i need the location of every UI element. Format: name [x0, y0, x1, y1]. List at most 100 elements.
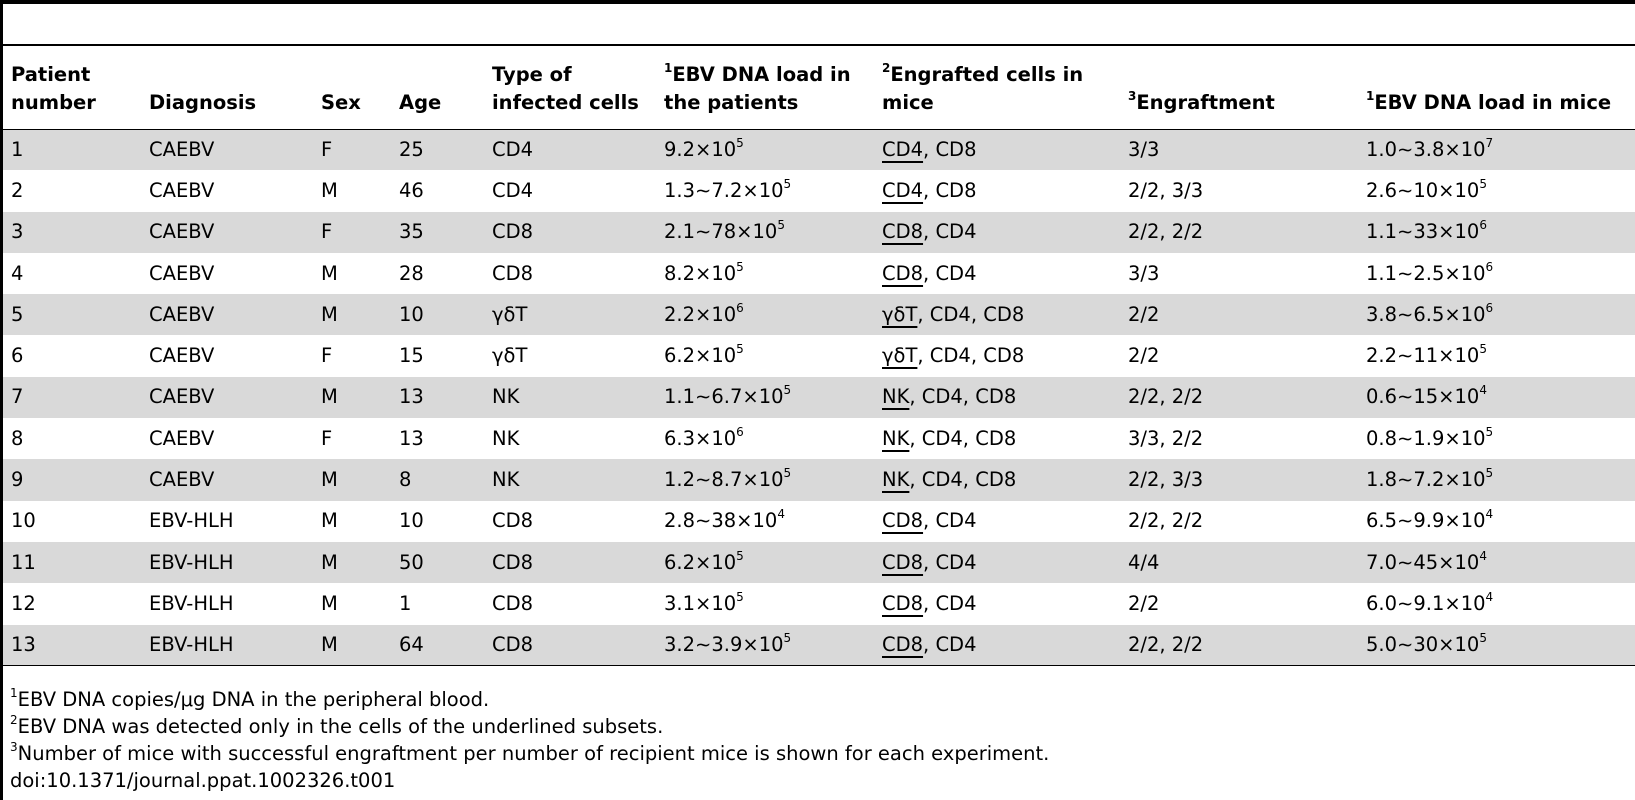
load-exponent: 5 — [783, 630, 792, 645]
other-subsets: , CD4, CD8 — [909, 385, 1017, 409]
sex-cell: F — [321, 344, 333, 368]
diagnosis-cell: EBV-HLH — [141, 624, 313, 667]
sex-cell: F — [313, 129, 391, 171]
table-body: 1 CAEBV F 25 CD4 9.2×105 CD4, CD8 3/3 1.0∼3.8×10… — [3, 129, 1635, 667]
engrafted-cells-cell: NK, CD4, CD8 — [874, 376, 1120, 419]
age-cell: 25 — [391, 129, 484, 171]
infected-cell-type-cell: CD8 — [484, 211, 656, 253]
patient-number-cell: 4 — [11, 261, 24, 285]
diagnosis-cell: EBV-HLH — [149, 591, 234, 615]
load-exponent: 5 — [1479, 342, 1487, 357]
load-base: 0.8∼1.9×10 — [1366, 426, 1486, 450]
mice-load-cell: 7.0∼45×104 — [1358, 541, 1635, 584]
sex-cell: M — [313, 541, 391, 584]
patient-number-cell: 6 — [11, 344, 24, 368]
load-exponent: 5 — [1485, 424, 1494, 439]
load-base: 1.2∼8.7×10 — [664, 468, 784, 492]
patient-number-cell: 3 — [3, 211, 141, 253]
sex-cell: M — [313, 624, 391, 667]
sex-cell: M — [313, 376, 391, 419]
engrafted-cells-cell: CD8, CD4 — [874, 541, 1120, 584]
mice-load-cell: 6.5∼9.9×104 — [1358, 501, 1635, 542]
mice-load-cell: 1.0∼3.8×107 — [1358, 129, 1635, 171]
age-cell: 13 — [399, 426, 424, 450]
table-row: 11 EBV-HLH M 50 CD8 6.2×105 CD8, CD4 4/4 7.0∼45×… — [3, 541, 1635, 584]
patient-number-cell: 8 — [11, 426, 24, 450]
column-header: 1EBV DNA load in the patients — [656, 44, 874, 130]
footnote-marker: 1 — [10, 686, 18, 700]
infected-cell-type-cell: CD8 — [492, 509, 534, 533]
load-exponent: 5 — [1485, 466, 1494, 481]
patient-load-cell: 2.8∼38×104 — [656, 501, 874, 542]
infected-cell-type-cell: CD4 — [492, 178, 534, 202]
column-header-label: Engrafted cells in mice — [882, 62, 1084, 114]
diagnosis-cell: CAEBV — [149, 261, 215, 285]
load-base: 8.2×10 — [664, 261, 737, 285]
load-exponent: 6 — [1479, 218, 1487, 233]
load-exponent: 4 — [1479, 383, 1487, 398]
patient-load-cell: 6.2×105 — [656, 335, 874, 376]
patient-load-cell: 9.2×105 — [656, 129, 874, 171]
diagnosis-cell: CAEBV — [141, 459, 313, 501]
underlined-subset: CD8 — [882, 261, 924, 285]
sex-cell: M — [313, 459, 391, 501]
load-base: 2.2∼11×10 — [1366, 344, 1480, 368]
patient-load-cell: 1.2∼8.7×105 — [656, 459, 874, 501]
footnote: 1EBV DNA copies/μg DNA in the peripheral… — [10, 686, 1610, 713]
other-subsets: , CD4, CD8 — [909, 468, 1017, 492]
age-cell: 15 — [399, 344, 424, 368]
load-exponent: 5 — [783, 383, 792, 398]
load-base: 2.2×10 — [664, 302, 737, 326]
column-header: 1EBV DNA load in mice — [1358, 44, 1635, 130]
engrafted-cells-cell: CD8, CD4 — [874, 583, 1120, 624]
age-cell: 10 — [391, 294, 484, 336]
table-row: 10 EBV-HLH M 10 CD8 2.8∼38×104 CD8, CD4 2/2, 2/… — [3, 501, 1635, 542]
other-subsets: , CD8 — [923, 137, 977, 161]
data-table: Patient number Diagnosis Sex Age Type of inf… — [3, 44, 1635, 667]
caption-gap — [3, 4, 1635, 44]
engrafted-cells-cell: NK, CD4, CD8 — [874, 459, 1120, 501]
table-row: 9 CAEBV M 8 NK 1.2∼8.7×105 NK, CD4, CD8 2/2, 3/… — [3, 459, 1635, 501]
underlined-subset: NK — [882, 468, 910, 492]
infected-cell-type-cell: CD4 — [484, 129, 656, 171]
load-base: 0.6∼15×10 — [1366, 385, 1480, 409]
load-exponent: 5 — [777, 218, 785, 233]
age-cell: 1 — [399, 591, 412, 615]
engraftment-cell: 2/2 — [1120, 294, 1358, 336]
column-header: Sex — [313, 44, 391, 130]
load-exponent: 4 — [777, 507, 785, 522]
engraftment-cell: 2/2, 3/3 — [1128, 178, 1204, 202]
engrafted-cells-cell: CD8, CD4 — [874, 211, 1120, 253]
infected-cell-type-cell: γδT — [484, 294, 656, 336]
engrafted-cells-cell: NK, CD4, CD8 — [874, 418, 1120, 459]
patient-load-cell: 1.1∼6.7×105 — [656, 376, 874, 419]
patient-load-cell: 6.3×106 — [656, 418, 874, 459]
underlined-subset: CD4 — [882, 178, 924, 202]
patient-load-cell: 2.2×106 — [656, 294, 874, 336]
footnote-text: Number of mice with successful engraftme… — [17, 742, 1050, 765]
sex-cell: M — [313, 294, 391, 336]
table-row: 12 EBV-HLH M 1 CD8 3.1×105 CD8, CD4 2/2 6.0∼9.1×… — [3, 583, 1635, 624]
table-row: 3 CAEBV F 35 CD8 2.1∼78×105 CD8, CD4 2/2, 2/2 1.… — [3, 211, 1635, 253]
table-row: 2 CAEBV M 46 CD4 1.3∼7.2×105 CD4, CD8 2/2, 3/3 2… — [3, 170, 1635, 211]
underlined-subset: CD4 — [882, 137, 924, 161]
mice-load-cell: 1.1∼33×106 — [1358, 211, 1635, 253]
other-subsets: , CD4, CD8 — [917, 302, 1025, 326]
mice-load-cell: 6.0∼9.1×104 — [1358, 583, 1635, 624]
engrafted-cells-cell: CD8, CD4 — [874, 501, 1120, 542]
patient-number-cell: 2 — [11, 178, 24, 202]
load-base: 1.0∼3.8×10 — [1366, 137, 1486, 161]
engraftment-cell: 3/3, 2/2 — [1128, 426, 1204, 450]
column-header: 3Engraftment — [1120, 44, 1358, 130]
patient-number-cell: 9 — [3, 459, 141, 501]
infected-cell-type-cell: γδT — [492, 344, 528, 368]
column-header-label: Patient number — [11, 62, 96, 114]
table-row: 1 CAEBV F 25 CD4 9.2×105 CD4, CD8 3/3 1.0∼3.8×10… — [3, 129, 1635, 171]
column-header-label: Age — [399, 90, 442, 114]
patient-load-cell: 8.2×105 — [656, 253, 874, 294]
engrafted-cells-cell: CD8, CD4 — [874, 624, 1120, 667]
other-subsets: , CD4 — [923, 509, 977, 533]
mice-load-cell: 0.8∼1.9×105 — [1358, 418, 1635, 459]
load-exponent: 5 — [783, 176, 792, 191]
table-footnotes: 1EBV DNA copies/μg DNA in the peripheral… — [10, 686, 1610, 794]
